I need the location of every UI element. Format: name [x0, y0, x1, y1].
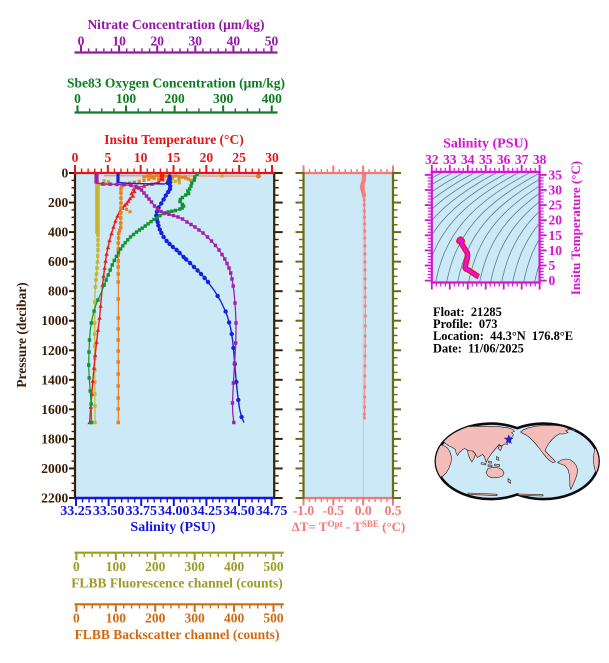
- svg-text:Location: 44.3°N 176.8°E: Location: 44.3°N 176.8°E: [433, 329, 573, 343]
- svg-text:33: 33: [443, 152, 457, 167]
- svg-text:20: 20: [150, 34, 164, 49]
- svg-text:800: 800: [48, 284, 69, 299]
- svg-text:34.75: 34.75: [256, 504, 288, 519]
- svg-text:34.00: 34.00: [158, 504, 190, 519]
- svg-text:0.0: 0.0: [355, 503, 372, 518]
- svg-text:2200: 2200: [41, 491, 68, 506]
- svg-text:400: 400: [224, 559, 245, 574]
- svg-text:15: 15: [167, 150, 181, 165]
- svg-text:2000: 2000: [41, 461, 68, 476]
- svg-text:0: 0: [78, 34, 85, 49]
- svg-text:20: 20: [200, 150, 214, 165]
- svg-text:0: 0: [549, 273, 556, 288]
- svg-text:300: 300: [185, 559, 206, 574]
- svg-text:FLBB Fluorescence channel (cou: FLBB Fluorescence channel (counts): [71, 576, 283, 591]
- svg-text:200: 200: [145, 559, 166, 574]
- svg-text:1800: 1800: [41, 431, 68, 446]
- svg-text:33.75: 33.75: [125, 504, 157, 519]
- svg-text:30: 30: [265, 150, 279, 165]
- svg-text:100: 100: [116, 91, 137, 106]
- svg-text:600: 600: [48, 254, 69, 269]
- svg-text:1200: 1200: [41, 343, 68, 358]
- svg-text:25: 25: [549, 198, 563, 213]
- svg-text:30: 30: [549, 183, 563, 198]
- svg-text:1600: 1600: [41, 402, 68, 417]
- svg-text:Sbe83 Oxygen Concentration (μm: Sbe83 Oxygen Concentration (μm/kg): [67, 76, 285, 91]
- svg-text:1000: 1000: [41, 313, 68, 328]
- svg-text:0: 0: [62, 166, 69, 181]
- svg-text:0: 0: [73, 611, 80, 626]
- svg-text:5: 5: [104, 150, 111, 165]
- svg-text:Nitrate Concentration (μm/kg): Nitrate Concentration (μm/kg): [87, 17, 264, 32]
- svg-text:Pressure (decibar): Pressure (decibar): [14, 282, 29, 388]
- svg-text:Insitu Temperature (°C): Insitu Temperature (°C): [104, 132, 243, 147]
- svg-text:Float: 21285: Float: 21285: [433, 305, 502, 319]
- svg-text:35: 35: [479, 152, 493, 167]
- svg-text:Date: 11/06/2025: Date: 11/06/2025: [433, 341, 524, 355]
- svg-text:50: 50: [265, 34, 279, 49]
- svg-text:-0.5: -0.5: [323, 503, 345, 518]
- svg-text:300: 300: [213, 91, 234, 106]
- svg-text:33.50: 33.50: [93, 504, 125, 519]
- svg-text:15: 15: [549, 228, 563, 243]
- svg-text:200: 200: [145, 611, 166, 626]
- svg-text:400: 400: [48, 225, 69, 240]
- svg-text:35: 35: [549, 167, 563, 182]
- svg-text:200: 200: [48, 195, 69, 210]
- svg-text:100: 100: [106, 559, 127, 574]
- svg-text:500: 500: [263, 559, 284, 574]
- svg-text:FLBB Backscatter channel (coun: FLBB Backscatter channel (counts): [75, 627, 280, 642]
- svg-text:400: 400: [224, 611, 245, 626]
- svg-text:5: 5: [549, 258, 556, 273]
- svg-text:0: 0: [72, 150, 79, 165]
- svg-text:32: 32: [425, 152, 439, 167]
- svg-text:10: 10: [134, 150, 148, 165]
- svg-text:ΔT= TOpt - TSBE (°C): ΔT= TOpt - TSBE (°C): [292, 519, 406, 534]
- svg-text:33.25: 33.25: [60, 504, 92, 519]
- svg-text:0: 0: [73, 559, 80, 574]
- svg-text:34.25: 34.25: [191, 504, 223, 519]
- svg-text:0: 0: [74, 91, 81, 106]
- svg-text:Profile: 073: Profile: 073: [433, 317, 497, 331]
- svg-text:38: 38: [533, 152, 547, 167]
- svg-text:Insitu Temperature (°C): Insitu Temperature (°C): [568, 161, 583, 295]
- svg-text:200: 200: [164, 91, 185, 106]
- svg-text:Salinity (PSU): Salinity (PSU): [443, 137, 529, 152]
- svg-text:300: 300: [185, 611, 206, 626]
- svg-text:25: 25: [232, 150, 246, 165]
- svg-text:100: 100: [106, 611, 127, 626]
- svg-text:500: 500: [263, 611, 284, 626]
- svg-text:10: 10: [549, 243, 563, 258]
- svg-text:0.5: 0.5: [385, 503, 402, 518]
- svg-text:1400: 1400: [41, 372, 68, 387]
- svg-text:20: 20: [549, 213, 563, 228]
- svg-text:10: 10: [112, 34, 126, 49]
- svg-text:37: 37: [515, 152, 529, 167]
- svg-text:30: 30: [189, 34, 203, 49]
- svg-text:34.50: 34.50: [223, 504, 255, 519]
- svg-text:400: 400: [262, 91, 283, 106]
- svg-text:-1.0: -1.0: [293, 503, 315, 518]
- svg-text:Salinity (PSU): Salinity (PSU): [130, 520, 216, 535]
- svg-text:40: 40: [227, 34, 241, 49]
- svg-text:34: 34: [461, 152, 475, 167]
- svg-text:36: 36: [497, 152, 511, 167]
